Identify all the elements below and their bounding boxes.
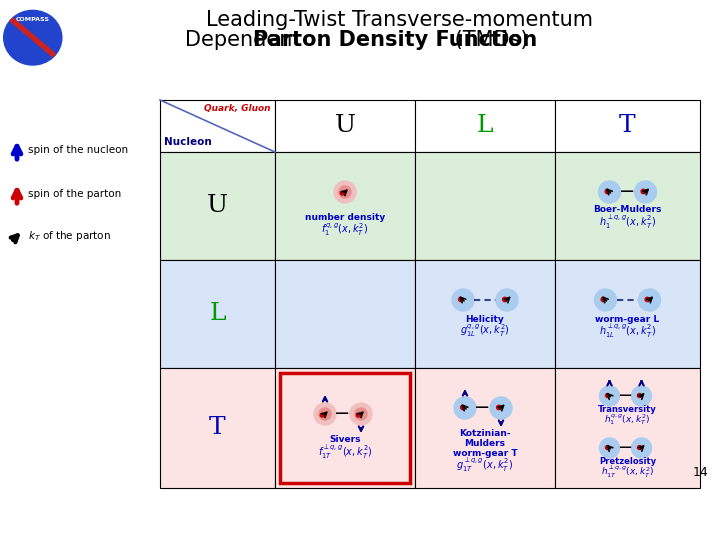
Circle shape — [606, 394, 610, 397]
Text: $h_{1T}^{\perp q,g}(x,k_T^2)$: $h_{1T}^{\perp q,g}(x,k_T^2)$ — [601, 464, 654, 480]
Circle shape — [356, 413, 360, 417]
Circle shape — [595, 289, 616, 311]
Text: (TMDs): (TMDs) — [448, 30, 528, 50]
Circle shape — [606, 446, 610, 449]
Text: −: − — [617, 387, 632, 405]
Circle shape — [334, 181, 356, 203]
Circle shape — [637, 394, 642, 397]
Circle shape — [503, 297, 507, 302]
Bar — [555, 260, 700, 368]
Text: Dependent: Dependent — [185, 30, 307, 50]
Circle shape — [452, 289, 474, 311]
Circle shape — [314, 403, 336, 425]
Bar — [275, 368, 415, 488]
Circle shape — [631, 438, 652, 458]
Text: Parton Density Function: Parton Density Function — [253, 30, 537, 50]
Ellipse shape — [4, 10, 62, 65]
Text: T: T — [619, 114, 636, 138]
Text: $h_1^{q,g}(x,k_T^2)$: $h_1^{q,g}(x,k_T^2)$ — [604, 413, 651, 428]
Text: Helicity: Helicity — [466, 314, 505, 323]
Circle shape — [600, 386, 619, 406]
Text: spin of the parton: spin of the parton — [28, 189, 121, 199]
Bar — [160, 260, 275, 368]
Circle shape — [639, 289, 660, 311]
Bar — [160, 100, 275, 152]
Circle shape — [496, 289, 518, 311]
Bar — [275, 152, 415, 260]
Circle shape — [645, 297, 649, 302]
Text: Transversity: Transversity — [598, 406, 657, 415]
Text: Kotzinian-: Kotzinian- — [459, 429, 510, 437]
Text: Pretzelosity: Pretzelosity — [599, 457, 656, 467]
Text: $h_1^{\perp q,g}(x,k_T^2)$: $h_1^{\perp q,g}(x,k_T^2)$ — [599, 213, 656, 231]
Circle shape — [497, 405, 501, 410]
Circle shape — [341, 191, 344, 195]
Text: spin of the nucleon: spin of the nucleon — [28, 145, 128, 155]
Bar — [275, 100, 415, 152]
Circle shape — [461, 405, 465, 410]
Text: Nucleon: Nucleon — [164, 137, 212, 147]
Text: −: − — [334, 404, 350, 423]
Circle shape — [631, 386, 652, 406]
Bar — [160, 368, 275, 488]
Text: $h_{1L}^{\perp q,g}(x,k_T^2)$: $h_{1L}^{\perp q,g}(x,k_T^2)$ — [599, 322, 656, 340]
Bar — [415, 260, 555, 368]
Text: $g_{1T}^{\perp q,g}(x,k_T^2)$: $g_{1T}^{\perp q,g}(x,k_T^2)$ — [456, 456, 513, 474]
Circle shape — [641, 189, 646, 194]
Circle shape — [454, 397, 476, 419]
Text: COMPASS: COMPASS — [16, 17, 50, 22]
Text: worm-gear T: worm-gear T — [453, 449, 517, 457]
Text: Quark, Gluon: Quark, Gluon — [204, 104, 271, 113]
Text: 14: 14 — [692, 465, 708, 478]
Circle shape — [598, 181, 621, 203]
Text: Mulders: Mulders — [464, 438, 505, 448]
Text: −: − — [619, 183, 636, 201]
Bar — [160, 152, 275, 260]
Circle shape — [339, 186, 351, 198]
Text: $k_T$ of the parton: $k_T$ of the parton — [28, 229, 111, 243]
Text: −: − — [617, 439, 632, 457]
Text: −: − — [474, 399, 490, 417]
Text: U: U — [207, 194, 228, 218]
Text: Sivers: Sivers — [329, 435, 361, 444]
Circle shape — [350, 403, 372, 425]
Circle shape — [601, 297, 606, 302]
Text: Leading-Twist Transverse-momentum: Leading-Twist Transverse-momentum — [207, 10, 593, 30]
Circle shape — [600, 438, 619, 458]
Text: $g_{1L}^{q,g}(x,k_T^2)$: $g_{1L}^{q,g}(x,k_T^2)$ — [460, 322, 510, 340]
Text: number density: number density — [305, 213, 385, 222]
Circle shape — [355, 408, 367, 420]
Circle shape — [459, 297, 463, 302]
Bar — [555, 152, 700, 260]
Bar — [415, 152, 555, 260]
Bar — [555, 368, 700, 488]
Bar — [280, 373, 410, 483]
Text: U: U — [335, 114, 356, 138]
Text: $f_1^{q,g}(x,k_T^2)$: $f_1^{q,g}(x,k_T^2)$ — [321, 221, 369, 238]
Bar — [415, 100, 555, 152]
Circle shape — [634, 181, 657, 203]
Text: T: T — [210, 416, 226, 440]
Bar — [555, 100, 700, 152]
Text: L: L — [477, 114, 493, 138]
Bar — [275, 260, 415, 368]
Text: L: L — [210, 302, 226, 326]
Circle shape — [605, 189, 610, 194]
Circle shape — [320, 413, 324, 417]
Text: $f_{1T}^{\perp q,g}(x,k_T^2)$: $f_{1T}^{\perp q,g}(x,k_T^2)$ — [318, 443, 372, 461]
Circle shape — [637, 446, 642, 449]
Bar — [415, 368, 555, 488]
Circle shape — [490, 397, 512, 419]
Text: worm-gear L: worm-gear L — [595, 314, 660, 323]
Circle shape — [319, 408, 331, 420]
Text: Boer-Mulders: Boer-Mulders — [593, 206, 662, 214]
